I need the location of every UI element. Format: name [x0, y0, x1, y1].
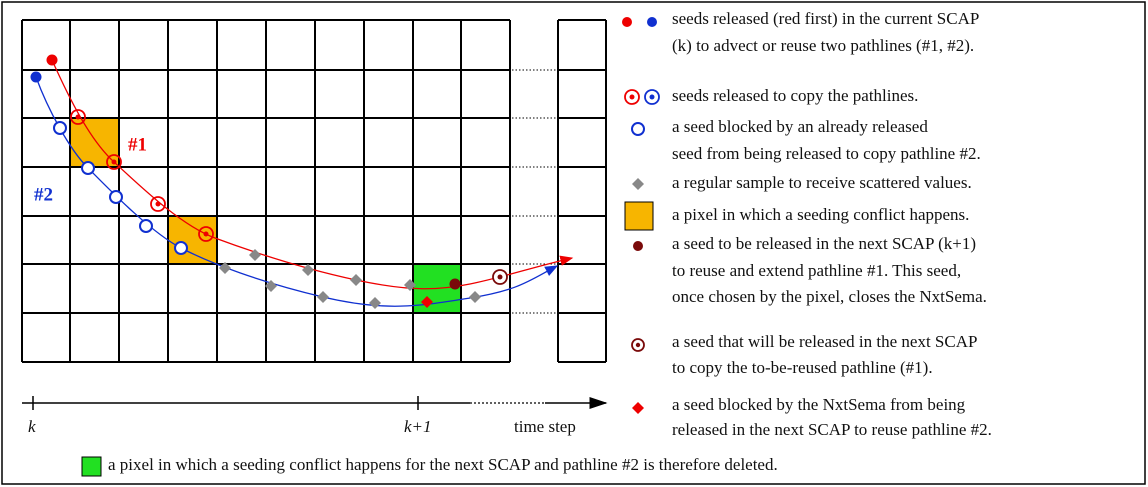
blocked-next — [421, 296, 433, 308]
icon-red-seed — [622, 17, 632, 27]
next-copy — [497, 274, 503, 280]
red-seed — [46, 54, 58, 66]
legend: seeds released (red first) in the curren… — [672, 9, 992, 439]
legend-text: (k) to advect or reuse two pathlines (#1… — [672, 36, 974, 55]
blue-seed — [30, 71, 42, 83]
icon-copy-blue — [644, 89, 660, 105]
blocked-seed — [81, 161, 95, 175]
sample — [302, 264, 314, 276]
pathline-1-label: #1 — [128, 134, 147, 155]
pathline-2-label: #2 — [34, 184, 53, 205]
copy-seed — [155, 201, 161, 207]
copy-seed — [75, 114, 81, 120]
legend-text: seed from being released to copy pathlin… — [672, 144, 981, 163]
legend-text: seeds released (red first) in the curren… — [672, 9, 979, 28]
bottom-legend: a pixel in which a seeding conflict happ… — [108, 455, 778, 474]
sample — [469, 291, 481, 303]
copy-seed — [198, 226, 214, 242]
k-label: k — [28, 417, 36, 436]
icon-copy-red — [624, 89, 640, 105]
icon-conflict — [624, 201, 654, 231]
grid — [21, 19, 607, 363]
copy-seed — [111, 159, 117, 165]
sample — [404, 279, 416, 291]
icon-next-copy — [635, 342, 641, 348]
icon-sample — [632, 178, 644, 190]
legend-text: a pixel in which a seeding conflict happ… — [672, 205, 969, 224]
legend-text: to copy the to-be-reused pathline (#1). — [672, 358, 933, 377]
icon-blocked-next — [632, 402, 644, 414]
sample — [350, 274, 362, 286]
copy-seed — [203, 231, 209, 237]
legend-text: a seed blocked by the NxtSema from being — [672, 395, 966, 414]
next-seed — [449, 278, 461, 290]
icon-blocked — [631, 122, 645, 136]
legend-text: seeds released to copy the pathlines. — [672, 86, 918, 105]
legend-text: a seed to be released in the next SCAP (… — [672, 234, 976, 253]
icon-next-copy — [631, 338, 645, 352]
pathline-1 — [51, 59, 574, 290]
legend-text: a seed that will be released in the next… — [672, 332, 977, 351]
icon-next-conflict — [81, 456, 102, 477]
legend-text: a seed blocked by an already released — [672, 117, 928, 136]
blocked-seed — [174, 241, 188, 255]
icon-blue-seed — [647, 17, 657, 27]
sample — [317, 291, 329, 303]
k1-label: k+1 — [404, 417, 432, 436]
blocked-seed — [53, 121, 67, 135]
legend-text: once chosen by the pixel, closes the Nxt… — [672, 287, 987, 306]
sample — [265, 280, 277, 292]
legend-text: to reuse and extend pathline #1. This se… — [672, 261, 961, 280]
blocked-seed — [139, 219, 153, 233]
copy-seed — [70, 109, 86, 125]
time-label: time step — [514, 417, 576, 436]
copy-seed — [150, 196, 166, 212]
icon-next-seed — [633, 241, 643, 251]
icon-copy-red — [629, 94, 635, 100]
seed-markers — [30, 54, 508, 309]
legend-text: released in the next SCAP to reuse pathl… — [672, 420, 992, 439]
copy-seed — [106, 154, 122, 170]
sample — [369, 297, 381, 309]
sample — [249, 249, 261, 261]
legend-text: a regular sample to receive scattered va… — [672, 173, 972, 192]
sample — [219, 262, 231, 274]
icon-copy-blue — [649, 94, 655, 100]
blocked-seed — [109, 190, 123, 204]
